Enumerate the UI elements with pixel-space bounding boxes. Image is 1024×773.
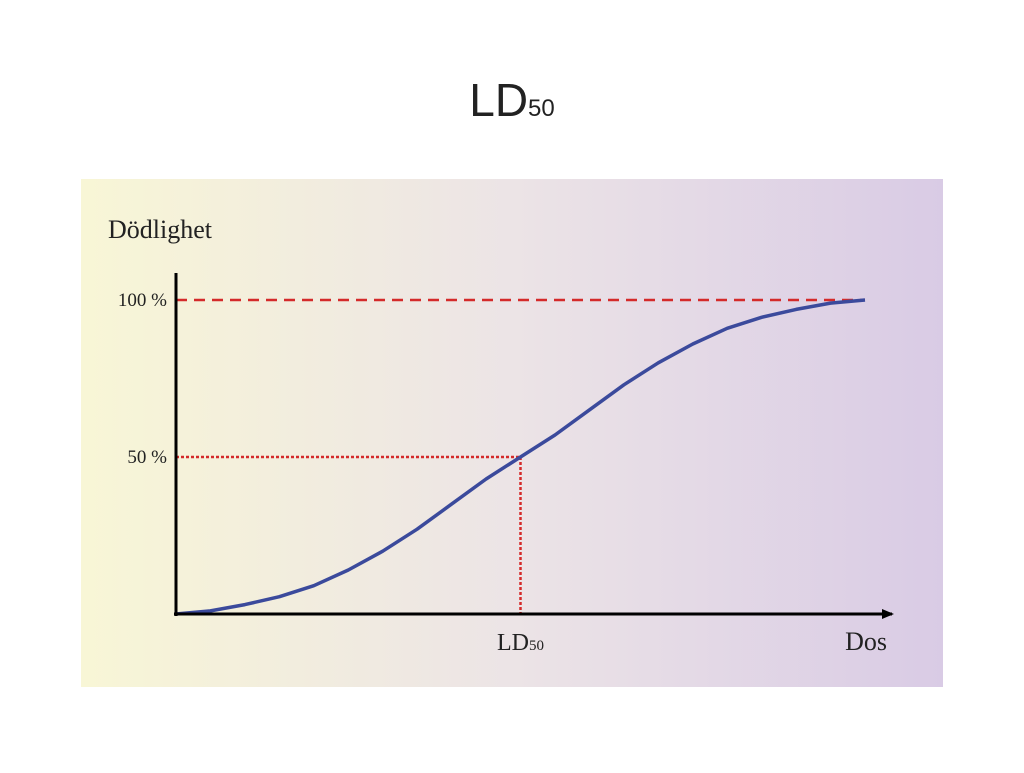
x-axis-label: Dos [845,627,887,656]
chart-panel [81,179,943,687]
x-marker-sub: 50 [529,638,544,654]
x-marker-main: LD [497,630,529,656]
x-marker-label: LD50 [497,630,544,656]
slide-title: LD50 [469,74,555,126]
y-tick-label: 100 % [118,290,167,311]
y-axis-label: Dödlighet [108,215,213,244]
title-main: LD [469,74,528,126]
y-tick-label: 50 % [127,447,167,468]
title-sub: 50 [528,95,555,122]
plot [175,298,866,616]
dose-response-curve [175,298,866,616]
